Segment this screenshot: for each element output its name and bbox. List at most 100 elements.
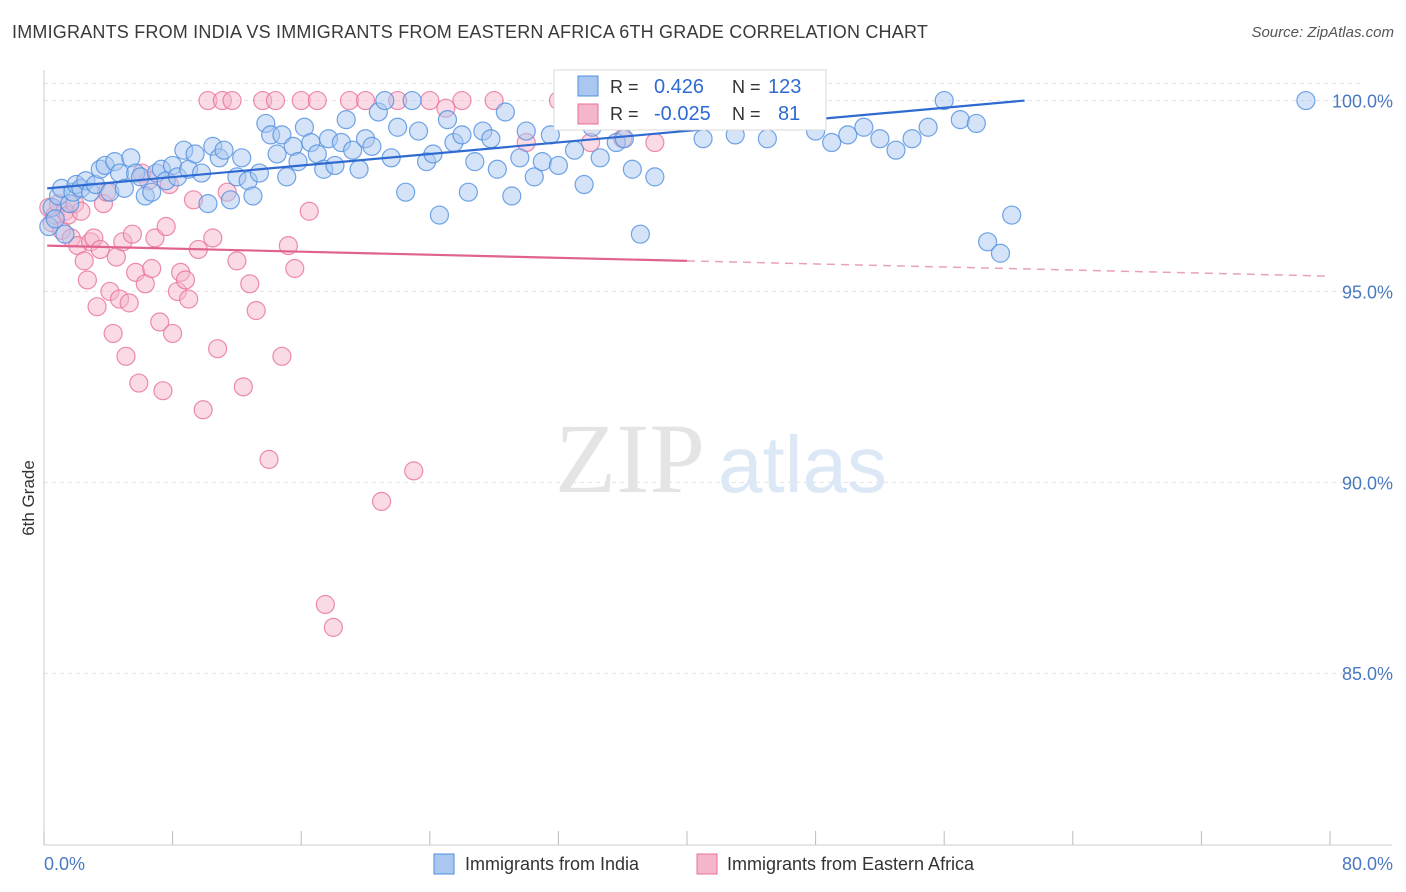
india-trend-line <box>47 99 1025 190</box>
india-point-63 <box>375 90 395 111</box>
eafrica-point-80 <box>645 132 665 153</box>
india-point-112 <box>870 129 890 149</box>
x-tick-label-0: 0.0% <box>44 854 85 874</box>
eafrica-trend-line <box>47 244 688 262</box>
eafrica-point-55 <box>246 300 266 321</box>
india-points <box>39 90 1316 263</box>
india-point-46 <box>272 125 292 145</box>
india-point-68 <box>408 121 429 141</box>
india-point-76 <box>465 152 485 172</box>
india-point-37 <box>220 190 241 210</box>
india-point-79 <box>487 159 507 179</box>
india-point-41 <box>243 186 263 206</box>
india-point-47 <box>277 167 297 187</box>
eafrica-point-15 <box>87 297 107 317</box>
eafrica-point-45 <box>193 400 213 420</box>
watermark-zip: ZIP <box>555 403 705 514</box>
eafrica-point-68 <box>355 90 376 111</box>
india-point-90 <box>574 174 594 195</box>
y-tick-label-0: 100.0% <box>1332 92 1393 112</box>
india-point-45 <box>267 144 287 164</box>
eafrica-point-38 <box>163 323 183 344</box>
legend: Immigrants from India Immigrants from Ea… <box>433 853 975 875</box>
india-point-96 <box>622 159 642 179</box>
eafrica-point-59 <box>272 346 292 366</box>
india-r-label: R = <box>610 77 639 97</box>
eafrica-point-65 <box>315 594 335 615</box>
india-point-80 <box>495 102 515 122</box>
eafrica-point-33 <box>145 228 165 248</box>
eafrica-point-53 <box>233 377 253 397</box>
eafrica-point-25 <box>119 293 139 313</box>
india-point-39 <box>232 148 252 168</box>
india-point-116 <box>934 90 954 111</box>
eafrica-point-12 <box>77 270 98 290</box>
india-n-label: N = <box>732 77 761 97</box>
legend-eafrica-label: Immigrants from Eastern Africa <box>727 854 975 874</box>
india-point-119 <box>1296 90 1316 111</box>
eafrica-point-24 <box>116 346 136 366</box>
eafrica-point-69 <box>371 491 392 512</box>
eafrica-point-63 <box>299 201 319 221</box>
india-point-65 <box>388 117 408 137</box>
watermark: ZIP atlas <box>555 403 887 514</box>
india-point-118 <box>966 113 986 134</box>
y-tick-label-1: 95.0% <box>1342 282 1393 302</box>
india-stat-swatch <box>577 75 599 97</box>
eafrica-r-value: -0.025 <box>654 103 711 125</box>
eafrica-point-75 <box>484 90 504 111</box>
india-point-23 <box>142 182 162 202</box>
india-point-61 <box>362 136 382 156</box>
india-point-92 <box>590 148 610 168</box>
india-point-18 <box>114 178 134 198</box>
india-point-59 <box>349 159 369 179</box>
y-tick-label-3: 85.0% <box>1342 664 1393 684</box>
eafrica-point-11 <box>74 251 94 271</box>
india-point-87 <box>548 155 569 176</box>
india-point-83 <box>516 121 536 141</box>
india-point-78 <box>481 129 501 149</box>
legend-india-label: Immigrants from India <box>465 854 640 874</box>
legend-eafrica-swatch <box>696 853 718 875</box>
eafrica-point-72 <box>420 90 440 111</box>
india-point-114 <box>902 129 922 149</box>
india-point-66 <box>396 182 416 202</box>
india-point-101 <box>693 129 713 149</box>
india-point-33 <box>198 194 218 214</box>
india-point-122 <box>1002 205 1022 225</box>
eafrica-point-35 <box>153 381 173 401</box>
india-point-105 <box>757 129 777 149</box>
india-point-120 <box>978 232 998 252</box>
india-point-95 <box>614 129 634 149</box>
eafrica-point-60 <box>278 236 298 256</box>
india-point-21 <box>130 167 151 187</box>
eafrica-n-value: 81 <box>778 103 800 125</box>
india-point-109 <box>822 132 842 153</box>
india-point-75 <box>458 182 478 202</box>
india-point-31 <box>185 144 205 164</box>
eafrica-point-67 <box>339 90 360 111</box>
eafrica-point-54 <box>240 274 260 294</box>
eafrica-stat-swatch <box>577 103 599 125</box>
eafrica-point-26 <box>122 224 143 244</box>
eafrica-point-61 <box>285 258 305 279</box>
eafrica-point-57 <box>259 449 279 470</box>
india-point-98 <box>645 167 665 187</box>
india-point-97 <box>630 224 650 244</box>
chart-source: Source: ZipAtlas.com <box>1251 24 1394 41</box>
eafrica-point-52 <box>227 251 247 271</box>
india-point-113 <box>886 140 906 160</box>
y-tick-label-2: 90.0% <box>1342 473 1393 493</box>
eafrica-point-64 <box>307 90 327 111</box>
india-point-5 <box>55 224 75 244</box>
india-point-121 <box>990 243 1011 263</box>
eafrica-point-47 <box>203 228 223 248</box>
india-point-42 <box>249 163 270 183</box>
india-point-57 <box>336 110 356 130</box>
eafrica-point-71 <box>404 461 424 481</box>
india-point-84 <box>524 167 544 187</box>
india-point-115 <box>918 117 938 137</box>
tick-labels: 100.0% 95.0% 90.0% 85.0% 0.0% 80.0% <box>44 92 1393 874</box>
eafrica-trend-extension <box>686 260 1331 277</box>
